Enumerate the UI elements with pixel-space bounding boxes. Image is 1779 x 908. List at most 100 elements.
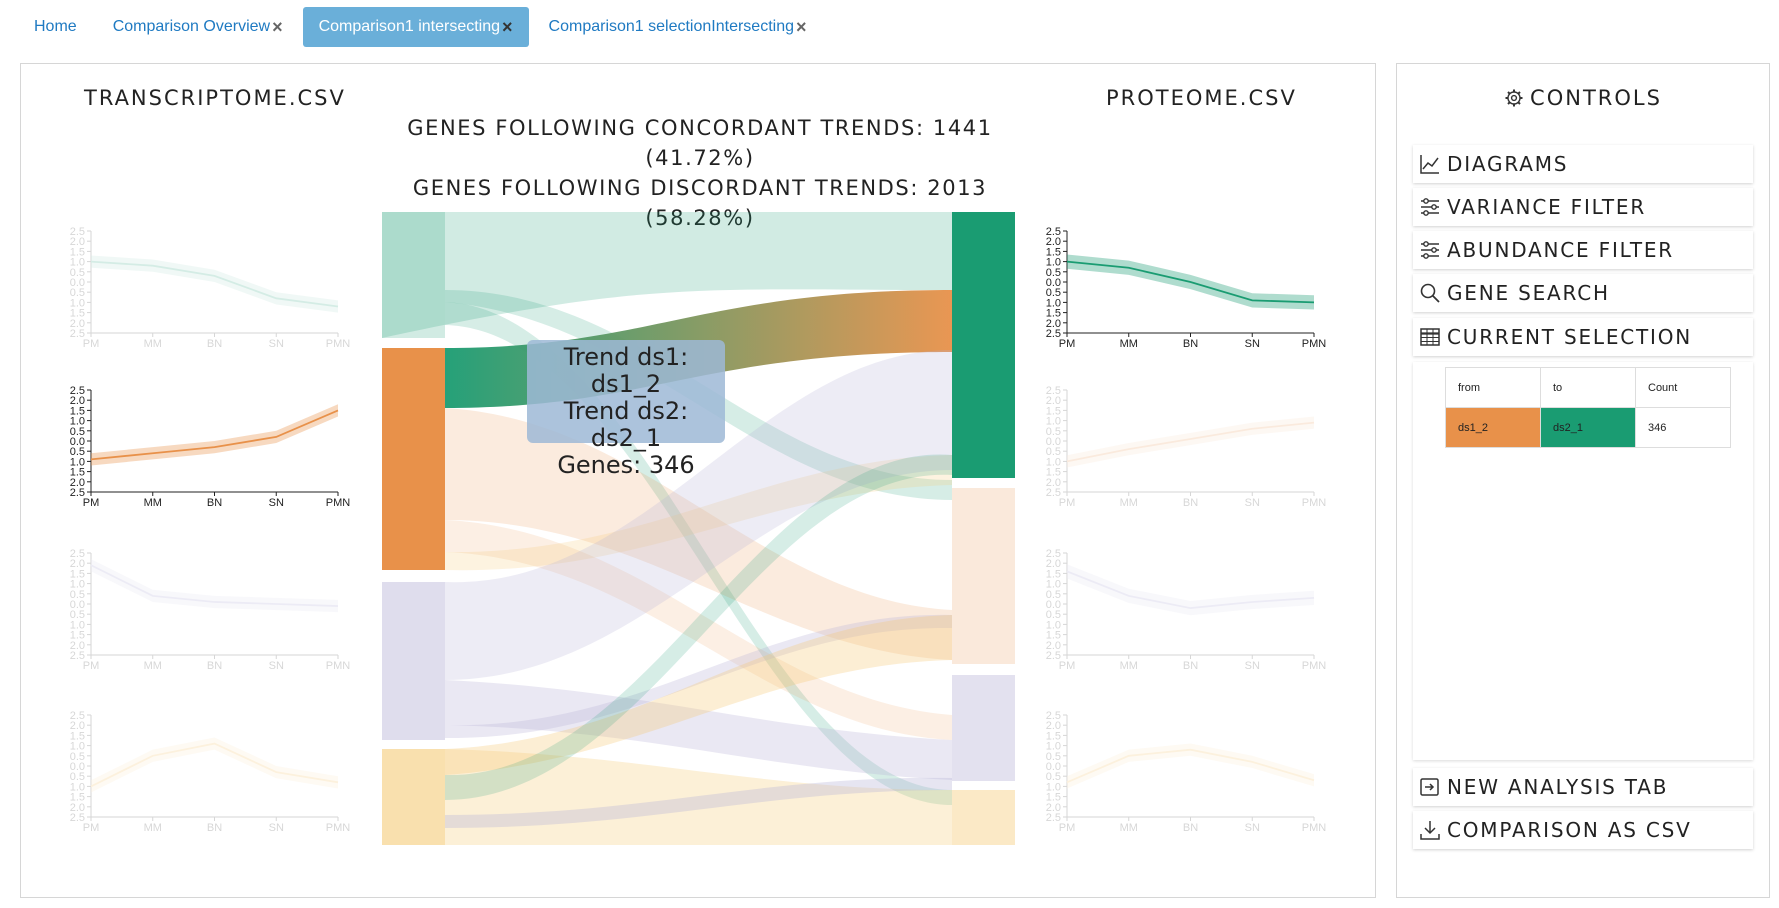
y-tick-label: 2.5 — [70, 650, 85, 662]
y-tick-label: 2.5 — [70, 226, 85, 238]
trend-chart-ds1_4: 2.52.01.51.00.50.00.51.01.52.02.5PM MM BN S… — [70, 710, 351, 834]
link-ds1_4-ds2_4[interactable] — [382, 749, 952, 845]
link-ds1_3-ds2_3[interactable] — [445, 680, 952, 780]
x-tick-label: PMN — [326, 497, 351, 509]
gene-search-button[interactable]: GENE SEARCH — [1413, 274, 1753, 312]
link-ds1_2-ds2_2[interactable] — [445, 408, 952, 660]
y-tick-label: 2.0 — [1046, 802, 1061, 814]
comparison-csv-button[interactable]: COMPARISON AS CSV — [1413, 811, 1753, 849]
node-ds2_4[interactable] — [952, 790, 1015, 845]
link-ds1_3-ds2_1[interactable] — [445, 350, 952, 680]
left-dataset-title: TRANSCRIPTOME.CSV — [84, 86, 346, 110]
y-tick-label: 2.5 — [70, 487, 85, 499]
tab-comparison1-intersecting-label: Comparison1 intersecting — [318, 18, 501, 35]
y-tick-label: 0.5 — [70, 426, 85, 438]
y-tick-label: 2.0 — [70, 720, 85, 732]
table-icon — [1420, 328, 1440, 346]
x-tick-label: MM — [1120, 497, 1138, 509]
y-tick-label: 2.5 — [1046, 548, 1061, 560]
close-icon[interactable]: × — [796, 16, 807, 37]
open-tab-icon — [1420, 778, 1439, 796]
tab-comparison1-intersecting[interactable]: Comparison1 intersecting × — [302, 7, 529, 47]
node-ds2_1[interactable] — [952, 212, 1015, 478]
controls-title: CONTROLS — [1396, 86, 1770, 110]
y-tick-label: 1.0 — [1046, 781, 1061, 793]
new-analysis-tab-button[interactable]: NEW ANALYSIS TAB — [1413, 768, 1753, 806]
y-tick-label: 0.5 — [70, 589, 85, 601]
column-header-from: from — [1445, 367, 1541, 408]
cell-from: ds1_2 — [1445, 407, 1541, 448]
x-tick-label: SN — [1245, 660, 1260, 672]
y-tick-label: 1.0 — [70, 579, 85, 591]
y-tick-label: 1.5 — [70, 308, 85, 320]
trend-stats: GENES FOLLOWING CONCORDANT TRENDS: 1441 … — [370, 113, 1030, 233]
x-tick-label: PM — [83, 338, 100, 350]
y-tick-label: 0.0 — [70, 277, 85, 289]
link-ds1_4-ds2_3[interactable] — [445, 777, 952, 828]
y-tick-label: 2.5 — [1046, 710, 1061, 722]
trend-line — [1066, 570, 1315, 609]
abundance-filter-button[interactable]: ABUNDANCE FILTER — [1413, 231, 1753, 269]
node-ds2_2[interactable] — [952, 488, 1015, 664]
link-ds1_3-ds2_2[interactable] — [445, 614, 952, 739]
x-tick-label: MM — [1120, 338, 1138, 350]
abundance-filter-label: ABUNDANCE FILTER — [1447, 238, 1674, 262]
tab-home[interactable]: Home — [18, 7, 93, 47]
link-tooltip: Trend ds1: ds1_2 Trend ds2: ds2_1 Genes:… — [527, 340, 725, 479]
y-tick-label: 2.0 — [70, 395, 85, 407]
y-tick-label: 0.5 — [70, 771, 85, 783]
x-tick-label: BN — [1183, 660, 1198, 672]
right-dataset-title: PROTEOME.CSV — [1106, 86, 1297, 110]
node-ds1_2[interactable] — [382, 348, 445, 570]
selection-table: from to Count ds1_2 ds2_1 346 — [1445, 367, 1731, 448]
y-tick-label: 1.5 — [1046, 308, 1061, 320]
tab-comparison1-selection-intersecting[interactable]: Comparison1 selectionIntersecting × — [533, 7, 823, 47]
variance-filter-button[interactable]: VARIANCE FILTER — [1413, 188, 1753, 226]
trend-chart-ds1_1: 2.52.01.51.00.50.00.51.01.52.02.5PM MM BN S… — [70, 226, 351, 350]
tab-comparison-overview[interactable]: Comparison Overview × — [97, 7, 299, 47]
table-row[interactable]: ds1_2 ds2_1 346 — [1445, 407, 1731, 448]
link-ds1_2-ds2_3[interactable] — [445, 520, 952, 740]
x-tick-label: SN — [269, 497, 284, 509]
y-tick-label: 0.5 — [1046, 589, 1061, 601]
y-tick-label: 1.5 — [70, 246, 85, 258]
link-ds1_4-ds2_2[interactable] — [445, 615, 952, 775]
close-icon[interactable]: × — [502, 16, 513, 37]
link-ds1_2-ds2_4[interactable] — [445, 455, 952, 571]
diagrams-button[interactable]: DIAGRAMS — [1413, 145, 1753, 183]
current-selection-button[interactable]: CURRENT SELECTION — [1413, 318, 1753, 356]
trend-chart-ds2_1: 2.52.01.51.00.50.00.51.01.52.02.5PM MM BN S… — [1046, 226, 1327, 350]
y-tick-label: 0.5 — [70, 267, 85, 279]
link-ds1_1-ds2_1[interactable] — [382, 212, 952, 338]
y-tick-label: 2.0 — [1046, 558, 1061, 570]
cell-count: 346 — [1635, 407, 1731, 448]
trend-chart-ds2_4: 2.52.01.51.00.50.00.51.01.52.02.5PM MM BN S… — [1046, 710, 1327, 834]
y-tick-label: 0.5 — [1046, 751, 1061, 763]
tab-home-label: Home — [34, 18, 77, 35]
y-tick-label: 1.5 — [1046, 405, 1061, 417]
link-ds1_1-ds2_3[interactable] — [445, 302, 952, 805]
node-ds1_1[interactable] — [382, 212, 445, 338]
y-tick-label: 1.0 — [1046, 619, 1061, 631]
y-tick-label: 0.0 — [70, 436, 85, 448]
node-ds1_3[interactable] — [382, 582, 445, 740]
x-tick-label: SN — [269, 660, 284, 672]
y-tick-label: 2.0 — [1046, 720, 1061, 732]
node-ds1_4[interactable] — [382, 749, 445, 845]
y-tick-label: 2.0 — [1046, 236, 1061, 248]
y-tick-label: 0.5 — [1046, 267, 1061, 279]
y-tick-label: 2.0 — [1046, 395, 1061, 407]
trend-chart-ds1_2: 2.52.01.51.00.50.00.51.01.52.02.5PM MM BN S… — [70, 385, 351, 509]
trend-band — [91, 559, 338, 613]
discordant-stat: GENES FOLLOWING DISCORDANT TRENDS: 2013 … — [412, 176, 988, 230]
link-ds1_4-ds2_1[interactable] — [445, 454, 952, 800]
tab-comparison-overview-label: Comparison Overview — [112, 18, 271, 35]
node-ds2_3[interactable] — [952, 675, 1015, 781]
sankey-links — [382, 212, 952, 845]
x-tick-label: MM — [144, 497, 162, 509]
y-tick-label: 0.5 — [1046, 771, 1061, 783]
x-tick-label: PMN — [326, 660, 351, 672]
close-icon[interactable]: × — [272, 16, 283, 37]
y-tick-label: 1.0 — [70, 741, 85, 753]
y-tick-label: 1.0 — [1046, 579, 1061, 591]
